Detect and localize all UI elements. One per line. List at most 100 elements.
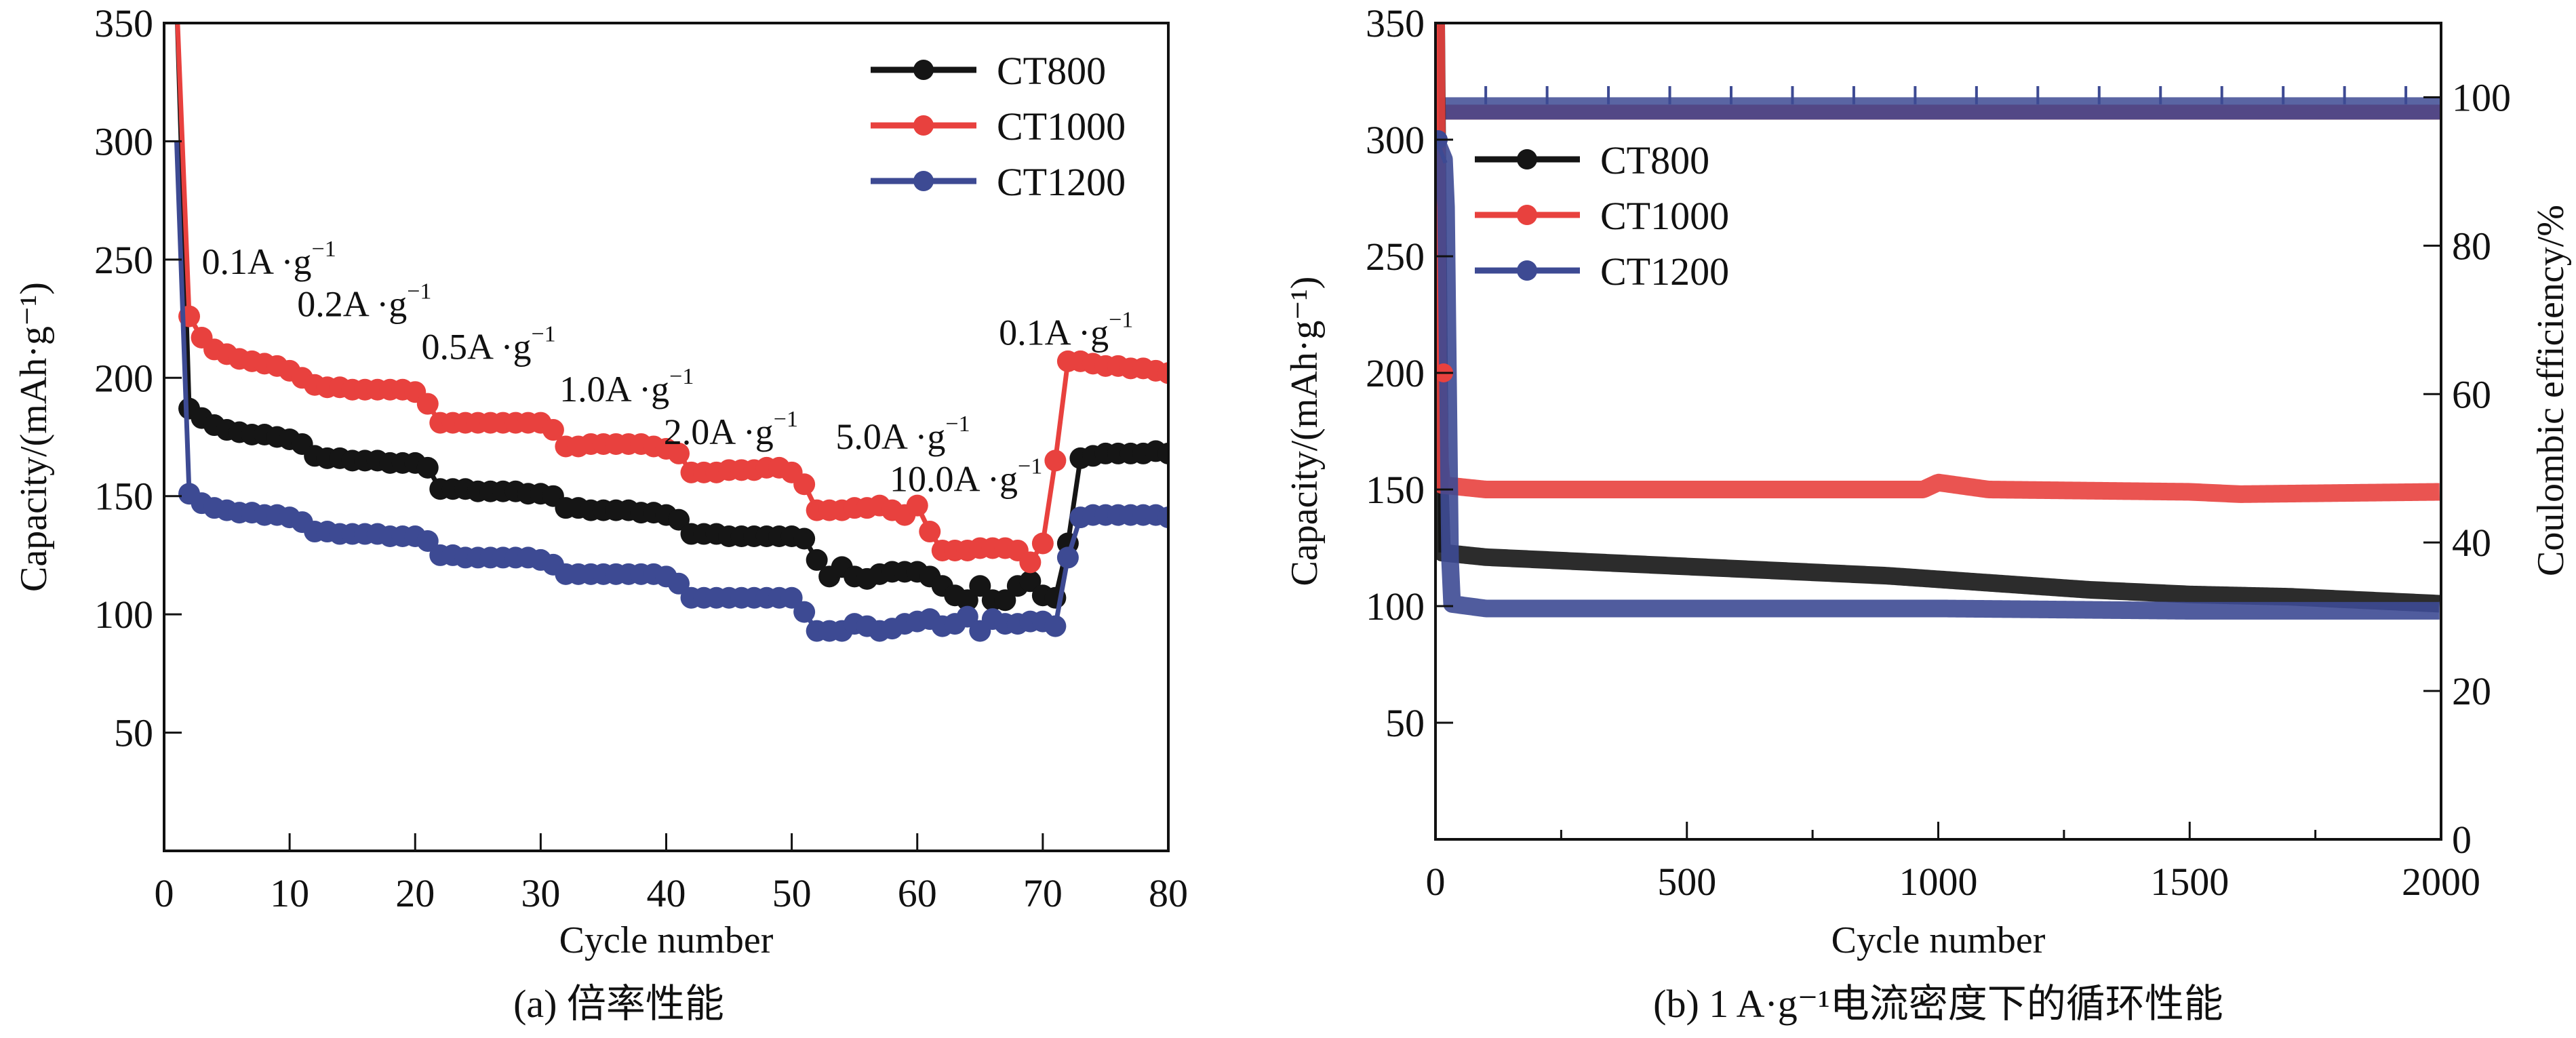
right-tick-label: 0: [2452, 818, 2472, 862]
x-tick-label: 70: [1023, 871, 1063, 915]
data-point: [1157, 442, 1168, 464]
x-tick-label: 1500: [2150, 860, 2229, 904]
y-tick-label: 150: [1366, 468, 1425, 512]
y-tick-label: 100: [1366, 584, 1425, 628]
panel-b-frame: [1434, 22, 2442, 841]
rate-annotation-text: 5.0A ·g: [835, 416, 945, 457]
data-point: [1157, 506, 1168, 529]
data-point: [416, 456, 439, 479]
legend-label-ct800: CT800: [997, 49, 1106, 93]
panel-a-y-axis-title: Capacity/(mAh·g⁻¹): [13, 282, 55, 592]
right-tick-label: 40: [2452, 521, 2491, 565]
panel-a-annotations: 0.1A ·g−10.2A ·g−10.5A ·g−11.0A ·g−12.0A…: [202, 237, 1134, 500]
panel-a-ticks: 0 10 20 30 40 50 60 70 80 50 100 150 200 250 300 350: [94, 1, 1188, 915]
data-point: [994, 589, 1016, 612]
capacity-band-ct800: [1435, 23, 2441, 613]
rate-annotation: 0.1A ·g−1: [202, 237, 336, 282]
y-tick-label: 200: [1366, 351, 1425, 395]
rate-annotation-sup: −1: [774, 407, 798, 432]
panel-b-x-axis-title: Cycle number: [1831, 919, 2046, 961]
data-point: [668, 572, 690, 595]
panel-b-ticks: 0 500 1000 1500 2000 50 100 150 200 250 300 350 0 20 4…: [1366, 1, 2511, 904]
panel-b-y-axis-title: Capacity/(mAh·g⁻¹): [1284, 277, 1326, 586]
capacity-ct1200: [1435, 136, 2441, 620]
rate-annotation: 1.0A ·g−1: [559, 364, 694, 410]
data-point: [668, 508, 690, 531]
data-point: [1044, 615, 1067, 637]
rate-annotation-text: 1.0A ·g: [559, 369, 669, 410]
data-point: [1157, 362, 1168, 384]
x-tick-label: 20: [395, 871, 435, 915]
data-point: [1056, 546, 1079, 569]
rate-annotation-sup: −1: [532, 321, 556, 346]
x-tick-label: 30: [521, 871, 560, 915]
right-tick-label: 80: [2452, 224, 2491, 268]
legend-label-ct1000: CT1000: [1600, 194, 1729, 238]
data-point: [806, 548, 828, 571]
data-point: [1019, 551, 1042, 574]
x-tick-label: 1000: [1899, 860, 1978, 904]
y-tick-label: 250: [94, 238, 153, 282]
capacity-ct1000: [1435, 23, 2441, 503]
x-tick-label: 10: [270, 871, 309, 915]
rate-annotation-text: 0.5A ·g: [422, 326, 532, 367]
rate-annotation: 0.1A ·g−1: [999, 307, 1133, 353]
x-tick-label: 0: [1426, 860, 1446, 904]
panel-a-caption: (a) 倍率性能: [513, 982, 724, 1026]
data-point: [793, 473, 816, 496]
y-tick-label: 250: [1366, 235, 1425, 279]
right-tick-label: 100: [2452, 75, 2511, 119]
data-point: [1019, 570, 1042, 593]
y-tick-label: 300: [1366, 118, 1425, 162]
panel-b-cycling-performance: 0 500 1000 1500 2000 50 100 150 200 250 300 350 0 20 4…: [1284, 1, 2572, 1026]
panel-b-series-layer: [1435, 23, 2441, 620]
series-ct1000: [175, 23, 1168, 574]
data-point: [542, 419, 564, 441]
legend-marker-ct1000: [913, 115, 934, 136]
panel-a-x-axis-title: Cycle number: [559, 919, 774, 961]
legend-label-ct1200: CT1200: [1600, 249, 1729, 294]
rate-annotation-text: 0.2A ·g: [297, 284, 407, 325]
panel-a-legend: CT800 CT1000 CT1200: [871, 49, 1126, 204]
data-point: [1031, 532, 1054, 555]
panel-a-series-layer: [174, 23, 1168, 642]
x-tick-label: 0: [155, 871, 174, 915]
x-tick-label: 2000: [2402, 860, 2480, 904]
rate-annotation: 0.2A ·g−1: [297, 279, 431, 325]
right-tick-label: 60: [2452, 372, 2491, 416]
capacity-band-ct1000: [1435, 23, 2441, 503]
y-tick-label: 350: [1366, 1, 1425, 45]
series-ct1200: [174, 141, 1168, 642]
rate-annotation-sup: −1: [407, 279, 431, 304]
legend-label-ct1200: CT1200: [997, 160, 1126, 204]
panel-b-caption: (b) 1 A·g⁻¹电流密度下的循环性能: [1653, 982, 2223, 1026]
panel-a-rate-performance: 0.1A ·g−10.2A ·g−10.5A ·g−11.0A ·g−12.0A…: [13, 1, 1188, 1026]
rate-annotation-sup: −1: [945, 412, 970, 437]
legend-label-ct800: CT800: [1600, 138, 1709, 182]
x-tick-label: 50: [772, 871, 812, 915]
rate-annotation-sup: −1: [669, 364, 694, 389]
rate-annotation: 10.0A ·g−1: [890, 454, 1042, 500]
x-tick-label: 40: [647, 871, 686, 915]
rate-annotation: 0.5A ·g−1: [422, 321, 556, 367]
y-tick-label: 50: [114, 711, 153, 755]
data-point: [906, 494, 928, 517]
panel-b-right-axis-title: Coulombic efficiency/%: [2530, 205, 2572, 576]
data-point: [793, 527, 816, 550]
data-point: [956, 589, 978, 612]
data-point: [416, 530, 439, 552]
y-tick-label: 100: [94, 593, 153, 637]
y-tick-label: 150: [94, 475, 153, 519]
x-tick-label: 80: [1149, 871, 1188, 915]
rate-annotation: 5.0A ·g−1: [835, 412, 970, 457]
legend-marker-ct800: [913, 60, 934, 80]
rate-annotation-text: 0.1A ·g: [999, 312, 1109, 353]
legend-marker-ct1200: [1517, 260, 1537, 281]
data-point: [668, 442, 690, 464]
legend-marker-ct1200: [913, 171, 934, 191]
data-point: [416, 393, 439, 415]
legend-label-ct1000: CT1000: [997, 104, 1126, 148]
y-tick-label: 350: [94, 1, 153, 45]
capacity-band-ct1200: [1435, 136, 2441, 620]
